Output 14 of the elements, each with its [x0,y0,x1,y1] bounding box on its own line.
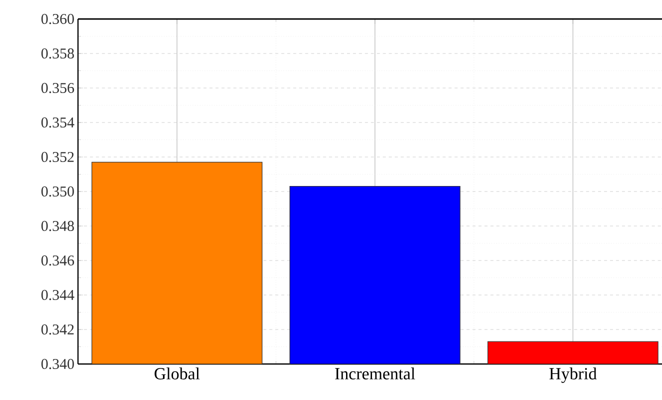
x-tick-label: Incremental [335,368,416,380]
y-tick-label: 0.344 [41,290,74,300]
y-tick-label: 0.354 [41,117,74,128]
y-tick-label: 0.348 [41,220,74,232]
y-tick-label: 0.358 [41,48,74,59]
y-tick-label: 0.342 [41,324,74,335]
x-tick-label: Hybrid [549,368,597,383]
y-tick-label: 0.340 [41,358,74,370]
y-tick-label: 0.352 [41,152,74,162]
y-tick-label: 0.350 [41,186,74,197]
y-tick-label: 0.346 [41,255,74,266]
y-tick-label: 0.356 [41,82,74,94]
x-tick-label: Global [154,368,200,380]
y-tick-label: 0.360 [41,14,74,24]
